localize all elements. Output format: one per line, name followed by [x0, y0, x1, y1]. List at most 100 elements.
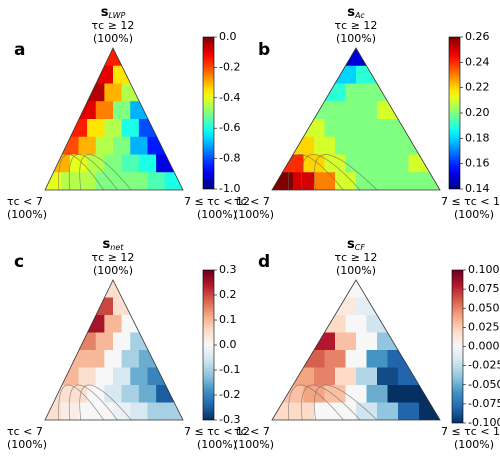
cell — [121, 119, 140, 138]
vertex-label: τc ≥ 12 — [92, 251, 135, 264]
cell — [345, 83, 367, 102]
triangle-frame — [44, 47, 184, 191]
cell — [324, 350, 346, 368]
vertex-label: τc < 7 — [7, 195, 43, 208]
cell — [398, 367, 420, 386]
cell — [345, 315, 367, 333]
cell — [130, 172, 148, 190]
vertex-share: (100%) — [454, 438, 494, 451]
cell — [87, 315, 105, 333]
cell — [121, 385, 140, 403]
colorbar-tick-label: 0.26 — [465, 30, 490, 43]
cell — [293, 172, 315, 190]
cell — [113, 65, 131, 84]
cell — [408, 154, 430, 173]
cell — [87, 154, 105, 173]
cell — [78, 402, 97, 420]
vertex-label: 7 ≤ τc < 12 — [441, 195, 500, 208]
vertex-label: τc < 7 — [234, 425, 270, 438]
cell — [398, 172, 420, 190]
panel-title: sAc — [347, 5, 365, 20]
vertex-label: τc ≥ 12 — [92, 19, 135, 32]
cell — [419, 172, 440, 190]
panel-title: sLWP — [101, 5, 126, 20]
colorbar-tick-label: -1.0 — [219, 182, 240, 195]
contour — [79, 384, 132, 420]
vertex-share: (100%) — [336, 264, 376, 277]
colorbar-tick-label: -0.8 — [219, 152, 240, 165]
vertex-label: 7 ≤ τc < 12 — [441, 425, 500, 438]
colorbar-tick-label: 0.1 — [219, 313, 237, 326]
vertex-share: (100%) — [93, 32, 133, 45]
vertex-share: (100%) — [93, 264, 133, 277]
vertex-label: 7 ≤ τc < 12 — [184, 425, 250, 438]
colorbar — [202, 269, 215, 421]
cell — [303, 385, 325, 403]
title-subscript: net — [110, 243, 124, 252]
cell — [387, 119, 409, 138]
colorbar-tick-label: -0.6 — [219, 121, 240, 134]
cell — [121, 350, 140, 368]
cell — [356, 332, 378, 351]
cell — [87, 385, 105, 403]
cell — [356, 367, 378, 386]
vertex-share: (100%) — [7, 438, 47, 451]
colorbar-tick-label: 0.075 — [468, 282, 500, 295]
cell — [314, 332, 336, 351]
cell — [303, 154, 325, 173]
cell — [104, 385, 123, 403]
colorbar-tick-label: -0.075 — [468, 397, 500, 410]
cell — [95, 332, 114, 351]
colorbar-tick-label: -0.2 — [219, 60, 240, 73]
cell — [366, 119, 388, 138]
cell — [335, 101, 357, 120]
colorbar-tick-label: 0.3 — [219, 263, 237, 276]
cell — [272, 402, 294, 420]
vertex-label: τc ≥ 12 — [335, 251, 378, 264]
cell — [398, 136, 420, 155]
cell — [78, 367, 97, 386]
cell — [282, 154, 304, 173]
cell — [104, 154, 123, 173]
triangle-frame — [271, 279, 441, 421]
cell — [387, 385, 409, 403]
colorbar-tick-label: 0.14 — [465, 182, 490, 195]
title-subscript: Ac — [354, 11, 365, 20]
cell — [147, 402, 166, 420]
cell — [52, 154, 71, 173]
cell — [52, 385, 71, 403]
cell — [113, 297, 131, 316]
cell — [293, 136, 315, 155]
panel-letter: b — [258, 40, 270, 60]
cell — [366, 83, 388, 102]
triangle-frame — [271, 47, 441, 191]
cell — [69, 154, 88, 173]
contour — [68, 384, 118, 420]
title-symbol: s — [347, 5, 355, 20]
cell — [104, 83, 123, 102]
contour — [58, 154, 104, 190]
cell — [87, 83, 105, 102]
cell — [138, 385, 157, 403]
colorbar-tick-label: -0.3 — [219, 413, 240, 426]
cell — [121, 83, 140, 102]
cell — [324, 119, 346, 138]
cell — [69, 385, 88, 403]
cell — [335, 402, 357, 420]
cell — [130, 332, 148, 351]
heatmap — [272, 48, 440, 190]
colorbar-tick-label: -0.1 — [219, 363, 240, 376]
cell — [335, 332, 357, 351]
cell — [293, 367, 315, 386]
colorbar-tick-label: 0.20 — [465, 106, 490, 119]
cell — [377, 172, 399, 190]
cell — [69, 119, 88, 138]
cell — [130, 101, 148, 120]
triangle-frame — [44, 279, 184, 421]
cell — [78, 101, 97, 120]
cell — [61, 136, 79, 155]
cell — [377, 332, 399, 351]
cell — [61, 172, 79, 190]
contour — [314, 384, 378, 420]
cell — [69, 350, 88, 368]
